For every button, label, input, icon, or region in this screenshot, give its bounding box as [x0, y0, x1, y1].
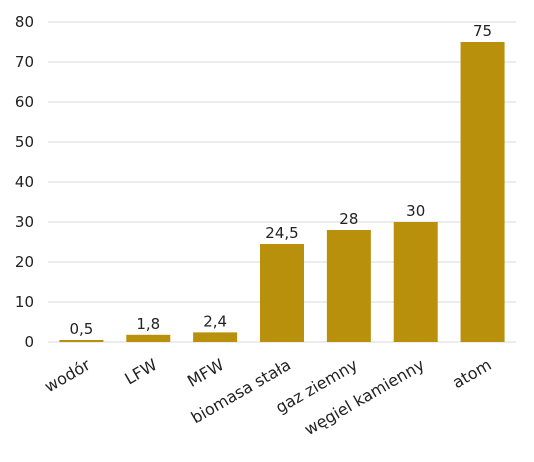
bars	[59, 42, 505, 342]
data-labels: 0,5 1,8 2,4 24,5 28 30 75	[69, 22, 492, 338]
data-label: 30	[406, 202, 425, 220]
y-tick-label: 0	[24, 333, 34, 351]
x-category-label: MFW	[184, 355, 227, 391]
bar-4	[326, 230, 371, 342]
y-tick-label: 50	[15, 133, 34, 151]
data-label: 0,5	[69, 320, 93, 338]
data-label: 1,8	[136, 315, 160, 333]
data-label: 24,5	[265, 224, 298, 242]
y-tick-label: 20	[15, 253, 34, 271]
x-category-label: wodór	[41, 355, 94, 396]
x-category-label: atom	[449, 355, 494, 392]
y-tick-label: 10	[15, 293, 34, 311]
y-tick-label: 70	[15, 53, 34, 71]
bar-1	[126, 334, 171, 342]
data-label: 28	[339, 210, 358, 228]
y-axis-tick-labels: 0 10 20 30 40 50 60 70 80	[15, 13, 34, 351]
bar-5	[393, 222, 438, 342]
y-tick-label: 80	[15, 13, 34, 31]
data-label: 2,4	[203, 312, 227, 330]
bar-3	[260, 244, 304, 342]
bar-0	[59, 340, 104, 342]
bar-2	[193, 332, 238, 342]
x-category-label: LFW	[121, 355, 160, 389]
x-category-label: węgiel kamienny	[301, 355, 428, 439]
gridlines	[48, 21, 516, 343]
y-tick-label: 40	[15, 173, 34, 191]
y-tick-label: 30	[15, 213, 34, 231]
data-label: 75	[473, 22, 492, 40]
y-tick-label: 60	[15, 93, 34, 111]
bar-6	[460, 42, 505, 342]
